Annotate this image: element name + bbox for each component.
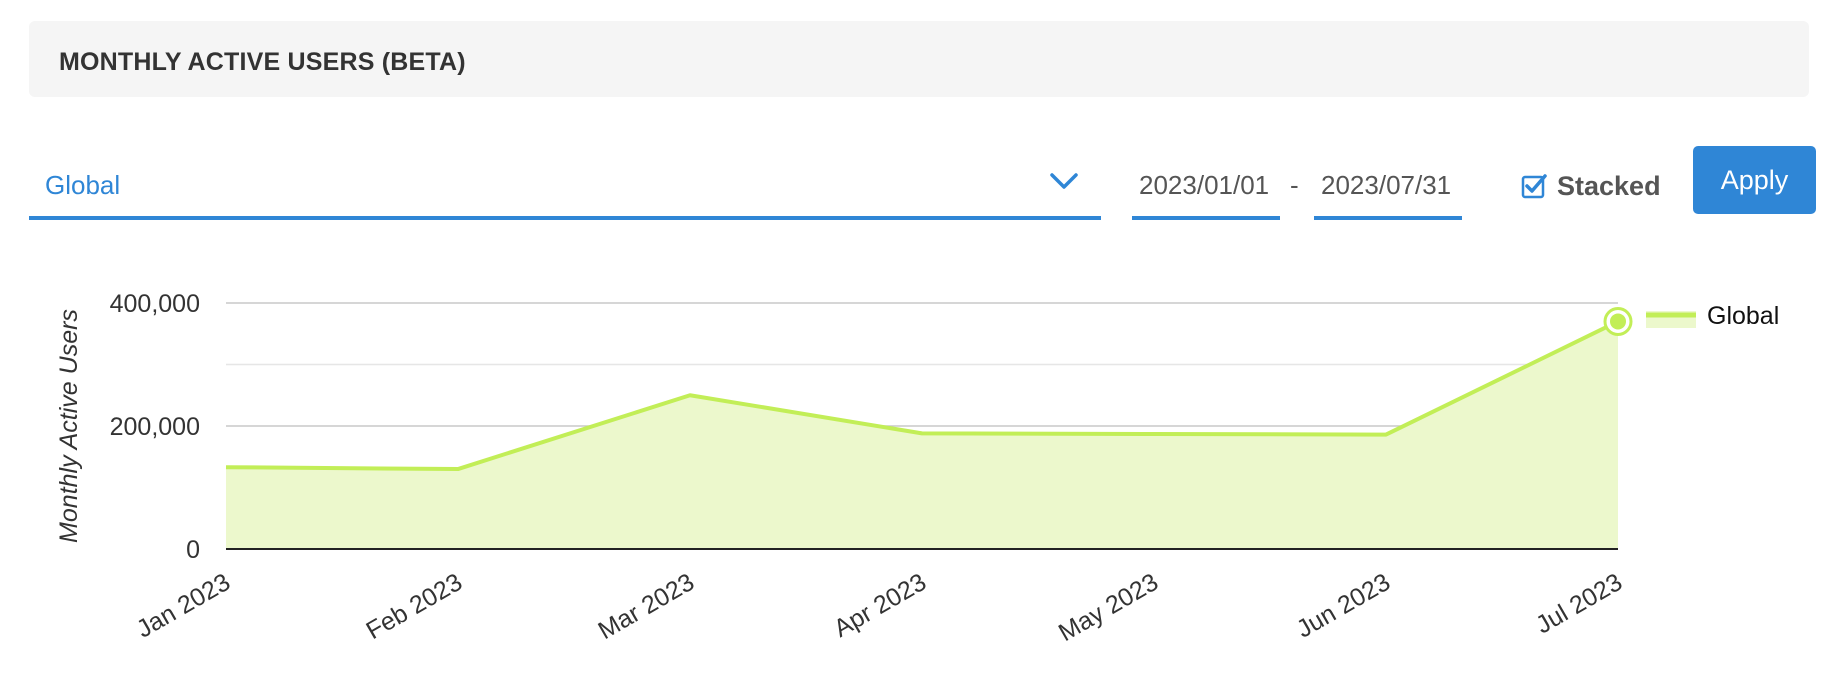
start-date-input[interactable]	[1132, 158, 1280, 201]
stacked-label: Stacked	[1557, 170, 1661, 201]
stacked-checkbox[interactable]: Stacked	[1521, 166, 1661, 206]
region-dropdown-value: Global	[45, 170, 121, 200]
chevron-down-icon	[1050, 173, 1078, 189]
apply-button[interactable]: Apply	[1693, 146, 1816, 214]
end-date-field[interactable]	[1314, 158, 1462, 220]
panel-header: MONTHLY ACTIVE USERS (BETA)	[29, 21, 1809, 97]
y-axis-title: Monthly Active Users	[55, 309, 83, 543]
x-tick-label: Feb 2023	[362, 568, 467, 645]
panel-title: MONTHLY ACTIVE USERS (BETA)	[59, 48, 466, 76]
highlighted-point-marker	[1610, 313, 1626, 330]
legend-label-global: Global	[1707, 302, 1779, 330]
start-date-field[interactable]	[1132, 158, 1280, 220]
y-tick-label: 400,000	[110, 290, 200, 318]
y-tick-label: 200,000	[110, 413, 200, 441]
region-dropdown[interactable]: Global	[29, 152, 1101, 220]
date-range-separator: -	[1290, 170, 1299, 200]
x-tick-label: Jul 2023	[1531, 568, 1627, 640]
end-date-input[interactable]	[1314, 158, 1462, 201]
x-tick-label: Mar 2023	[594, 568, 699, 645]
x-tick-label: Apr 2023	[829, 568, 931, 643]
x-tick-label: Jan 2023	[132, 568, 235, 644]
checkbox-checked-icon[interactable]	[1521, 173, 1547, 199]
y-tick-label: 0	[186, 536, 200, 564]
series-line-global	[225, 319, 1619, 472]
x-tick-label: May 2023	[1054, 568, 1163, 647]
x-tick-label: Jun 2023	[1292, 568, 1395, 644]
